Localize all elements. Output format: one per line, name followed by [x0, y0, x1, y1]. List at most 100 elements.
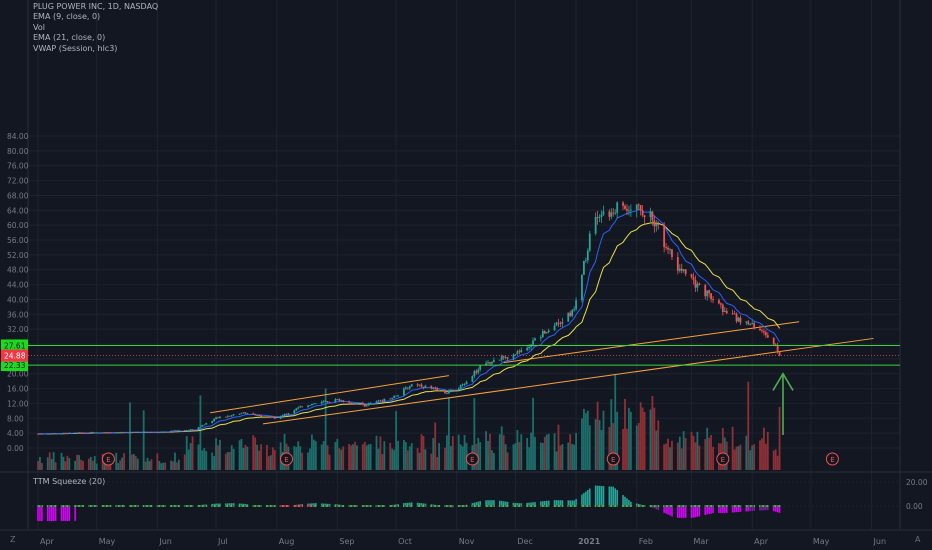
volume-bar: [518, 442, 521, 470]
squeeze-bar: [671, 506, 673, 517]
candle-body: [246, 413, 249, 415]
channel-upper-line[interactable]: [210, 375, 449, 414]
auto-scale-toggle-icon[interactable]: A: [915, 535, 921, 544]
squeeze-bar: [657, 506, 660, 511]
squeeze-bar: [405, 502, 407, 506]
volume-bar: [119, 460, 122, 470]
candle-body: [185, 430, 188, 432]
candle-body: [226, 415, 229, 417]
squeeze-dot: [669, 505, 671, 507]
volume-bar: [487, 441, 489, 470]
volume-bar: [541, 442, 544, 470]
price-tick-label: 12.00: [7, 399, 29, 408]
candle-body: [739, 317, 742, 323]
auto-scale-icon[interactable]: Z: [10, 535, 16, 544]
candle-body: [479, 365, 482, 370]
squeeze-bar: [211, 503, 213, 506]
candle-body: [545, 332, 548, 334]
last-price-badge[interactable]: [1, 349, 28, 362]
volume-bar: [39, 456, 41, 470]
squeeze-dot: [117, 505, 120, 507]
volume-bar: [60, 452, 63, 470]
volume-bar: [559, 445, 562, 470]
squeeze-dot: [246, 505, 249, 507]
candle-body: [690, 274, 693, 278]
volume-bar: [240, 438, 243, 470]
candle-body: [129, 432, 131, 433]
earnings-icon[interactable]: [716, 452, 730, 466]
squeeze-dot: [389, 505, 392, 507]
squeeze-dot: [66, 505, 69, 507]
earnings-icon[interactable]: [606, 452, 620, 466]
level-badge[interactable]: [1, 339, 28, 352]
volume-bar: [293, 445, 296, 470]
candle-body: [174, 430, 176, 432]
candle-body: [37, 433, 39, 435]
squeeze-bar: [54, 506, 57, 521]
squeeze-dot: [285, 505, 288, 507]
candle-body: [725, 310, 728, 314]
squeeze-dot: [142, 505, 145, 507]
volume-bar: [534, 436, 536, 470]
candle-body: [504, 357, 507, 358]
squeeze-bar: [612, 486, 615, 506]
legend-vwap[interactable]: VWAP (Session, hlc3): [33, 43, 118, 53]
time-tick-label: Apr: [754, 537, 769, 546]
candle-body: [242, 412, 245, 414]
squeeze-dot: [637, 505, 640, 507]
volume-bar: [369, 444, 372, 470]
volume-bar: [395, 411, 397, 470]
squeeze-bar: [518, 503, 521, 506]
candle-body: [117, 432, 120, 433]
arrow-head-icon[interactable]: [772, 372, 794, 391]
legend-ema21[interactable]: EMA (21, close, 0): [33, 33, 106, 43]
squeeze-tick-label: 20.00: [906, 478, 928, 487]
candle-body: [177, 430, 180, 432]
channel-lower-line[interactable]: [262, 337, 874, 425]
volume-bar: [377, 448, 380, 470]
volume-bar: [41, 463, 43, 470]
time-axis: Apr May Jun Jul Aug Sep Oct Nov Dec 2021 Feb Mar Apr…: [40, 537, 886, 546]
squeeze-dot: [406, 505, 409, 507]
volume-bar: [402, 440, 405, 470]
candle-body: [205, 423, 208, 425]
volume-bar: [600, 430, 603, 470]
volume-bar: [641, 407, 644, 470]
squeeze-bar: [528, 502, 530, 506]
candle-body: [142, 431, 145, 433]
earnings-icon[interactable]: [465, 452, 479, 466]
candle-body: [696, 283, 699, 288]
earnings-icon[interactable]: [825, 452, 839, 466]
volume-bar: [101, 453, 104, 470]
squeeze-bar: [616, 490, 618, 506]
earnings-icon[interactable]: [101, 452, 115, 466]
volume-bar: [410, 443, 413, 470]
indicator-label[interactable]: TTM Squeeze (20): [33, 477, 106, 486]
breakdown-trend-line[interactable]: [503, 321, 800, 364]
squeeze-dot: [226, 505, 229, 507]
squeeze-dot: [158, 505, 161, 507]
candle-body: [283, 414, 286, 416]
volume-bar: [586, 410, 589, 470]
legend-vol[interactable]: Vol: [33, 22, 45, 32]
squeeze-dot: [586, 505, 589, 507]
squeeze-bar: [520, 503, 523, 506]
level-badge[interactable]: [1, 359, 28, 372]
squeeze-dot: [297, 505, 300, 507]
legend-ema9[interactable]: EMA (9, close, 0): [33, 12, 101, 22]
volume-bar: [174, 452, 176, 470]
squeeze-dot: [254, 505, 257, 507]
candle-body: [532, 340, 534, 345]
volume-bar: [543, 436, 546, 470]
candle-body: [95, 432, 98, 434]
squeeze-bar: [561, 500, 564, 506]
volume-bar: [115, 452, 118, 470]
candle-body: [203, 424, 206, 426]
earnings-icon[interactable]: [279, 452, 293, 466]
squeeze-bar: [698, 506, 701, 517]
volume-bar: [187, 449, 190, 470]
candle-body: [516, 351, 519, 355]
squeeze-bar: [326, 503, 329, 506]
volume-bar: [389, 442, 392, 470]
